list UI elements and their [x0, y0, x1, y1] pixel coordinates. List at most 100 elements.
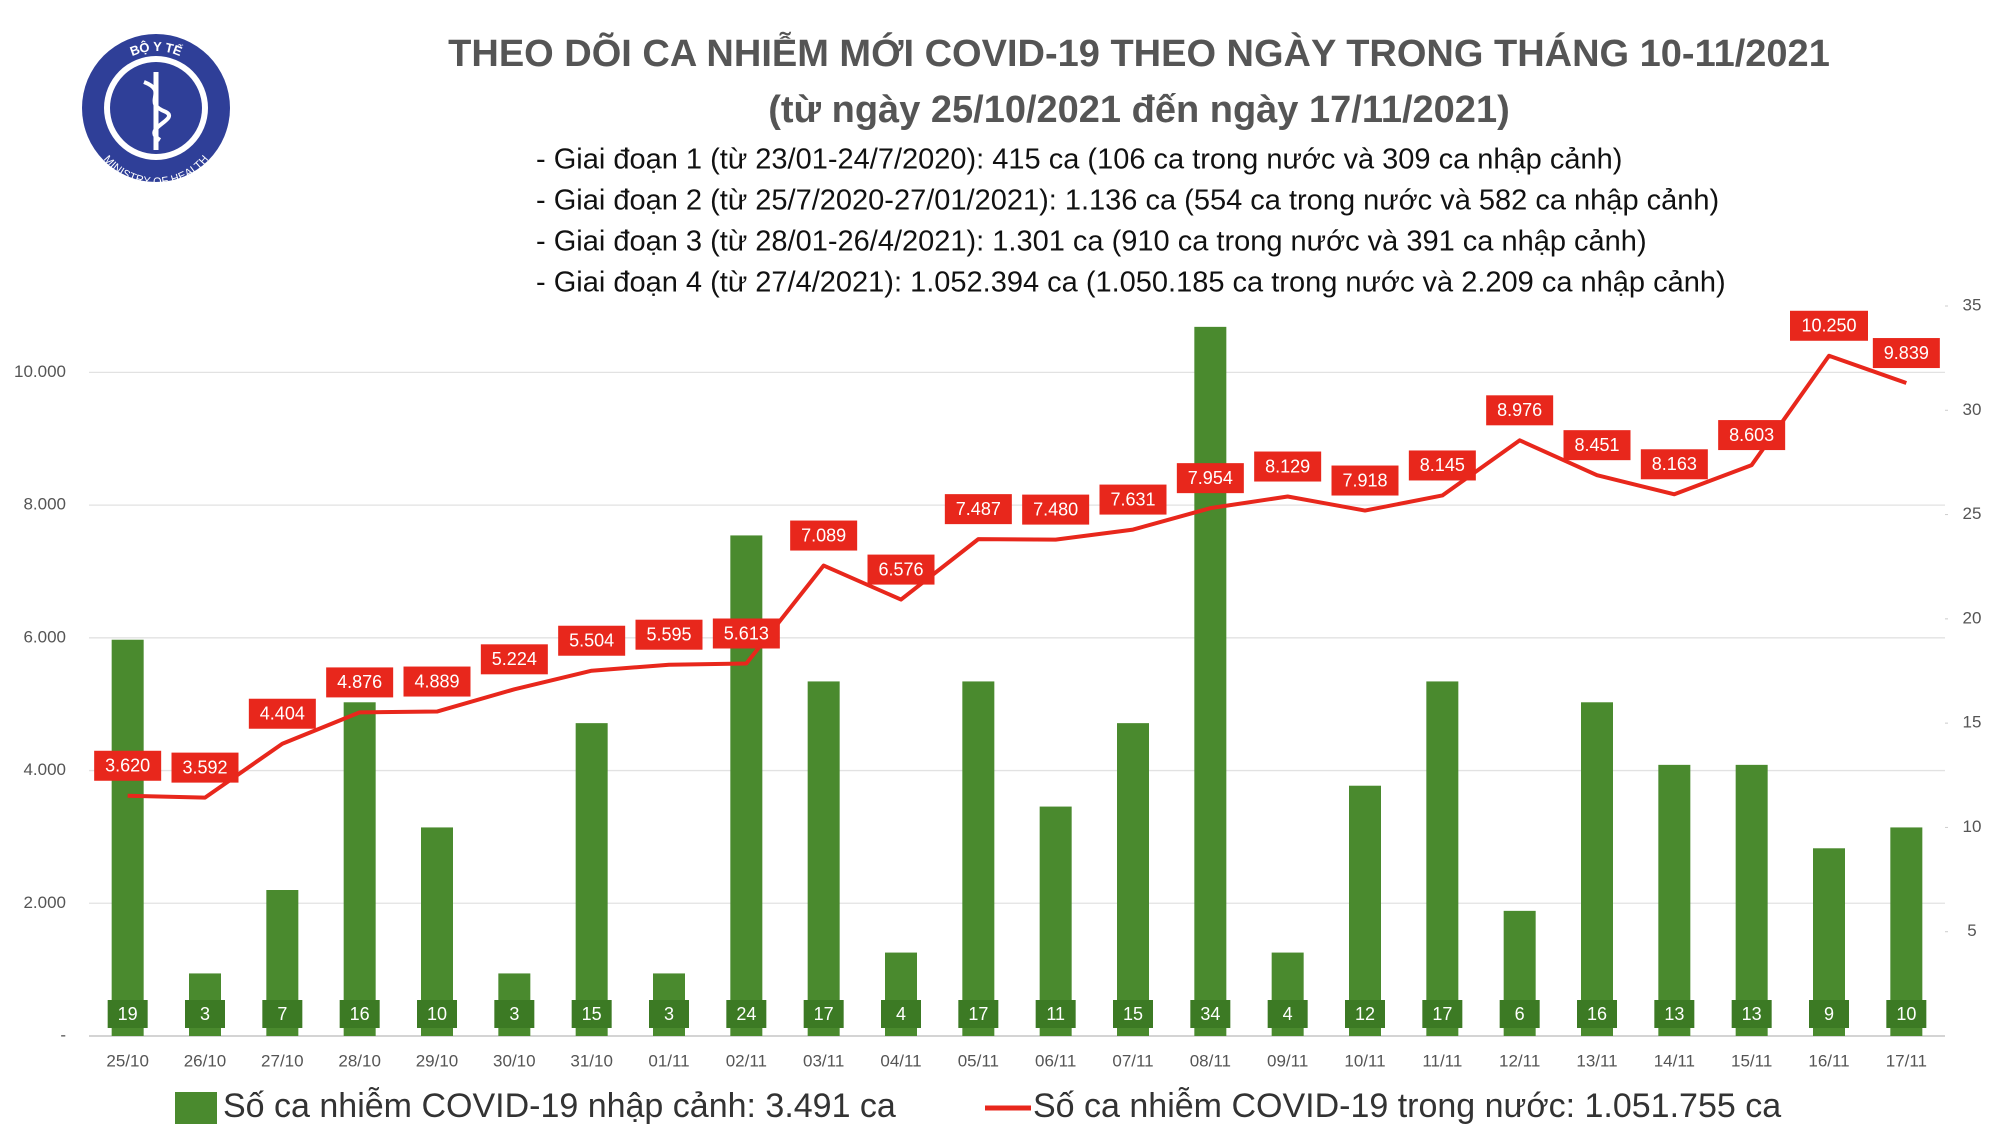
bar-label: 15	[582, 1004, 602, 1024]
x-tick-label: 05/11	[958, 1051, 999, 1070]
bar-label-box	[881, 1000, 921, 1028]
line-label: 8.976	[1497, 400, 1542, 420]
line-label-box	[790, 520, 858, 551]
line-label: 7.918	[1342, 470, 1387, 490]
bar-label: 15	[1123, 1004, 1143, 1024]
x-tick-label: 14/11	[1654, 1051, 1695, 1070]
line-label: 5.595	[646, 624, 691, 644]
bar-label-box	[1190, 1000, 1231, 1028]
x-tick-label: 13/11	[1576, 1051, 1617, 1070]
bar	[962, 681, 995, 1036]
x-tick-label: 12/11	[1499, 1051, 1540, 1070]
x-tick-label: 09/11	[1267, 1051, 1308, 1070]
logo-top-path: BỘ Y TẾ	[128, 39, 184, 59]
bar-label-box	[1731, 1000, 1772, 1028]
bar	[1581, 702, 1613, 1036]
line-label-box	[94, 750, 162, 781]
bar-label-box	[1035, 1000, 1076, 1028]
y2-tick-label: 5	[1967, 921, 1976, 940]
bar-label: 11	[1046, 1004, 1065, 1024]
x-tick-label: 30/10	[493, 1051, 536, 1070]
x-tick-label: 10/11	[1344, 1051, 1385, 1070]
line-label: 7.480	[1033, 499, 1078, 519]
x-tick-label: 02/11	[726, 1051, 767, 1070]
bar	[575, 723, 608, 1036]
bar-label-box	[1499, 1000, 1540, 1028]
y2-tick-label: 20	[1963, 608, 1982, 627]
line-label-box	[171, 752, 239, 783]
line-label-box	[1790, 310, 1868, 341]
bar	[730, 535, 763, 1036]
line-label: 8.163	[1652, 454, 1697, 474]
annotation: - Giai đoạn 4 (từ 27/4/2021): 1.052.394 …	[536, 267, 1726, 299]
bar-label-box	[1345, 1000, 1385, 1028]
line-label-box	[558, 625, 626, 656]
bar-label: 12	[1355, 1004, 1375, 1024]
bar-label: 17	[968, 1004, 988, 1024]
bar-label: 3	[664, 1004, 674, 1024]
bar	[1426, 681, 1459, 1036]
line-label: 5.224	[492, 649, 537, 669]
line-label-box	[1254, 451, 1322, 482]
bar-label-box	[1654, 1000, 1695, 1028]
line-label-box	[1176, 463, 1244, 494]
bar	[807, 681, 840, 1036]
bar-label: 13	[1742, 1004, 1762, 1024]
line-label: 5.504	[569, 630, 614, 650]
x-tick-label: 28/10	[338, 1051, 381, 1070]
bar-label-box	[107, 1000, 148, 1028]
bar-label-box	[571, 1000, 612, 1028]
bar-label: 13	[1664, 1004, 1684, 1024]
bar-label: 4	[1283, 1004, 1293, 1024]
line-label-box	[1022, 494, 1090, 525]
bar-label-box	[494, 1000, 535, 1028]
y-tick-label: 2.000	[23, 893, 66, 912]
logo-snake	[143, 80, 171, 142]
bar-label: 17	[1432, 1004, 1452, 1024]
line-label-box	[944, 494, 1012, 525]
logo-top-text: BỘ Y TẾ	[128, 39, 184, 59]
bar-label-box	[1422, 1000, 1463, 1028]
bar-label-box	[185, 1000, 225, 1028]
line-label: 4.876	[337, 672, 382, 692]
bar-label-box	[417, 1000, 457, 1028]
x-tick-label: 07/11	[1112, 1051, 1153, 1070]
x-tick-label: 29/10	[416, 1051, 459, 1070]
line-label-box	[1331, 465, 1399, 496]
bar	[1117, 723, 1149, 1036]
line-label: 10.250	[1801, 316, 1856, 336]
line-label-box	[1872, 338, 1940, 369]
x-tick-label: 26/10	[184, 1051, 227, 1070]
line-label: 3.592	[182, 757, 227, 777]
bar-label: 17	[814, 1004, 834, 1024]
legend-label: Số ca nhiễm COVID-19 nhập cảnh: 3.491 ca	[223, 1087, 896, 1125]
line-label: 4.404	[260, 703, 305, 723]
line-label-box	[1718, 420, 1786, 451]
x-tick-label: 25/10	[106, 1051, 149, 1070]
line-label-box	[480, 644, 548, 675]
y-tick-label: 6.000	[23, 627, 66, 646]
bar-label: 16	[350, 1004, 370, 1024]
line-label: 7.954	[1188, 468, 1233, 488]
y-tick-label: 8.000	[23, 495, 66, 514]
bar-label-box	[339, 1000, 380, 1028]
line-label: 6.576	[878, 559, 923, 579]
x-tick-label: 17/11	[1886, 1051, 1927, 1070]
bar	[1658, 764, 1691, 1036]
annotation: - Giai đoạn 2 (từ 25/7/2020-27/01/2021):…	[536, 185, 1719, 217]
bar-label: 3	[509, 1004, 519, 1024]
y-tick-label: 10.000	[14, 362, 66, 381]
line-label: 7.631	[1110, 489, 1155, 509]
line-label: 8.129	[1265, 456, 1310, 476]
x-tick-label: 06/11	[1035, 1051, 1076, 1070]
bar-label-box	[1886, 1000, 1927, 1028]
y2-tick-label: 35	[1963, 295, 1982, 314]
annotation: - Giai đoạn 1 (từ 23/01-24/7/2020): 415 …	[536, 144, 1622, 176]
line	[127, 353, 1907, 800]
line-label: 5.613	[724, 623, 769, 643]
bar	[1735, 764, 1768, 1036]
bar-label-box	[262, 1000, 303, 1028]
bar-label: 10	[427, 1004, 447, 1024]
legend-label: Số ca nhiễm COVID-19 trong nước: 1.051.7…	[1033, 1087, 1781, 1125]
